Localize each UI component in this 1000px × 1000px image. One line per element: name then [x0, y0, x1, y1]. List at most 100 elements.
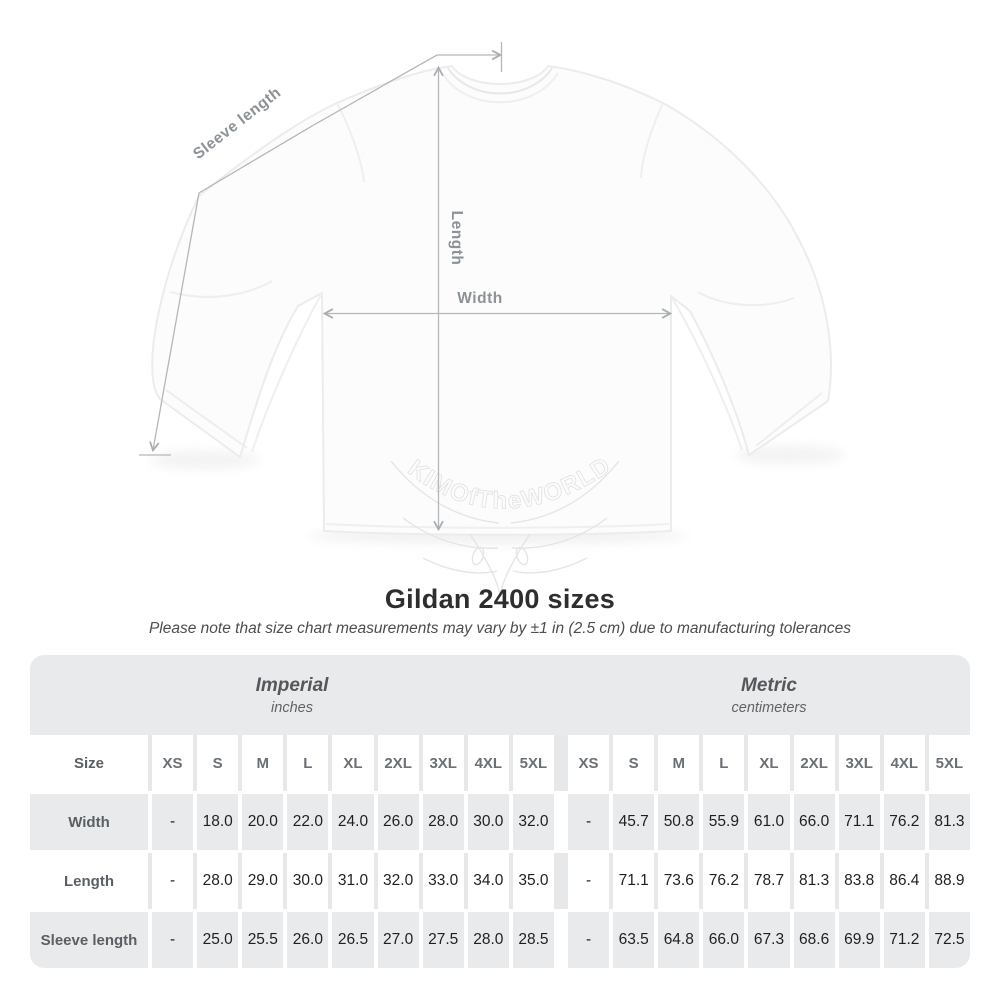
value-cell: 27.5 [422, 912, 464, 968]
size-header-cell: S [197, 735, 239, 791]
value-cell: 83.8 [838, 853, 880, 909]
value-cell: 25.5 [242, 912, 284, 968]
value-cell: 61.0 [748, 794, 790, 850]
value-cell: 55.9 [703, 794, 745, 850]
table-rows: Size XS S M L XL 2XL 3XL 4XL 5XL XS S M … [30, 735, 970, 968]
value-cell: - [567, 853, 610, 909]
value-cell: 30.0 [287, 853, 329, 909]
size-header-cell: 4XL [467, 735, 509, 791]
size-header-cell: M [658, 735, 700, 791]
table-row-width: Width - 18.0 20.0 22.0 24.0 26.0 28.0 30… [30, 794, 970, 850]
size-header-cell: 5XL [928, 735, 970, 791]
size-header-cell: 3XL [422, 735, 464, 791]
value-cell: - [152, 912, 194, 968]
value-cell: 76.2 [883, 794, 925, 850]
value-cell: 27.0 [377, 912, 419, 968]
value-cell: 71.2 [883, 912, 925, 968]
value-cell: 34.0 [467, 853, 509, 909]
value-cell: 78.7 [748, 853, 790, 909]
size-header-cell: XS [567, 735, 610, 791]
row-label: Sleeve length [30, 912, 148, 968]
table-row-sizes: Size XS S M L XL 2XL 3XL 4XL 5XL XS S M … [30, 735, 970, 791]
value-cell: 28.0 [422, 794, 464, 850]
value-cell: 26.0 [377, 794, 419, 850]
value-cell: 71.1 [613, 853, 655, 909]
metric-label: Metric [741, 674, 797, 696]
unit-divider [558, 735, 564, 791]
value-cell: 86.4 [883, 853, 925, 909]
size-header-cell: XL [748, 735, 790, 791]
table-row-sleeve-length: Sleeve length - 25.0 25.5 26.0 26.5 27.0… [30, 912, 970, 968]
value-cell: - [567, 794, 610, 850]
size-header-cell: S [613, 735, 655, 791]
value-cell: 31.0 [332, 853, 374, 909]
value-cell: 50.8 [658, 794, 700, 850]
row-label: Length [30, 853, 148, 909]
value-cell: 26.0 [287, 912, 329, 968]
unit-divider [558, 912, 564, 968]
imperial-unit: inches [271, 699, 313, 716]
value-cell: 73.6 [658, 853, 700, 909]
value-cell: 29.0 [242, 853, 284, 909]
value-cell: 30.0 [467, 794, 509, 850]
metric-header: Metric centimeters [568, 655, 970, 735]
value-cell: 45.7 [613, 794, 655, 850]
value-cell: 20.0 [242, 794, 284, 850]
value-cell: 35.0 [512, 853, 554, 909]
unit-divider [558, 794, 564, 850]
measurement-lines [139, 42, 670, 529]
size-header-cell: XS [152, 735, 194, 791]
value-cell: 26.5 [332, 912, 374, 968]
value-cell: - [152, 794, 194, 850]
value-cell: - [152, 853, 194, 909]
size-column-header: Size [30, 735, 148, 791]
value-cell: 81.3 [928, 794, 970, 850]
value-cell: 66.0 [793, 794, 835, 850]
value-cell: 28.0 [467, 912, 509, 968]
unit-divider [558, 853, 564, 909]
value-cell: 81.3 [793, 853, 835, 909]
value-cell: 67.3 [748, 912, 790, 968]
unit-header-band: Imperial inches Metric centimeters [30, 655, 970, 735]
size-header-cell: L [703, 735, 745, 791]
imperial-label: Imperial [255, 674, 329, 696]
value-cell: 22.0 [287, 794, 329, 850]
value-cell: 24.0 [332, 794, 374, 850]
table-row-length: Length - 28.0 29.0 30.0 31.0 32.0 33.0 3… [30, 853, 970, 909]
size-header-cell: M [242, 735, 284, 791]
page-title: Gildan 2400 sizes [384, 584, 616, 614]
value-cell: - [567, 912, 610, 968]
size-header-cell: XL [332, 735, 374, 791]
size-chart-table: Imperial inches Metric centimeters Size … [30, 655, 970, 968]
shirt-measurement-diagram: KIMOfTheWORLD [139, 42, 845, 595]
length-label: Length [448, 211, 465, 266]
value-cell: 63.5 [613, 912, 655, 968]
value-cell: 28.0 [197, 853, 239, 909]
value-cell: 76.2 [703, 853, 745, 909]
value-cell: 68.6 [793, 912, 835, 968]
imperial-header: Imperial inches [30, 655, 554, 735]
value-cell: 18.0 [197, 794, 239, 850]
metric-unit: centimeters [731, 699, 807, 716]
value-cell: 72.5 [928, 912, 970, 968]
size-header-cell: 3XL [838, 735, 880, 791]
value-cell: 88.9 [928, 853, 970, 909]
size-header-cell: 4XL [883, 735, 925, 791]
value-cell: 25.0 [197, 912, 239, 968]
value-cell: 32.0 [512, 794, 554, 850]
value-cell: 71.1 [838, 794, 880, 850]
size-header-cell: L [287, 735, 329, 791]
value-cell: 66.0 [703, 912, 745, 968]
value-cell: 28.5 [512, 912, 554, 968]
value-cell: 69.9 [838, 912, 880, 968]
value-cell: 32.0 [377, 853, 419, 909]
width-label: Width [457, 290, 502, 307]
size-header-cell: 2XL [793, 735, 835, 791]
value-cell: 64.8 [658, 912, 700, 968]
row-label: Width [30, 794, 148, 850]
tolerance-note: Please note that size chart measurements… [148, 620, 852, 637]
sleeve-length-line [153, 55, 500, 450]
value-cell: 33.0 [422, 853, 464, 909]
size-header-cell: 5XL [512, 735, 554, 791]
